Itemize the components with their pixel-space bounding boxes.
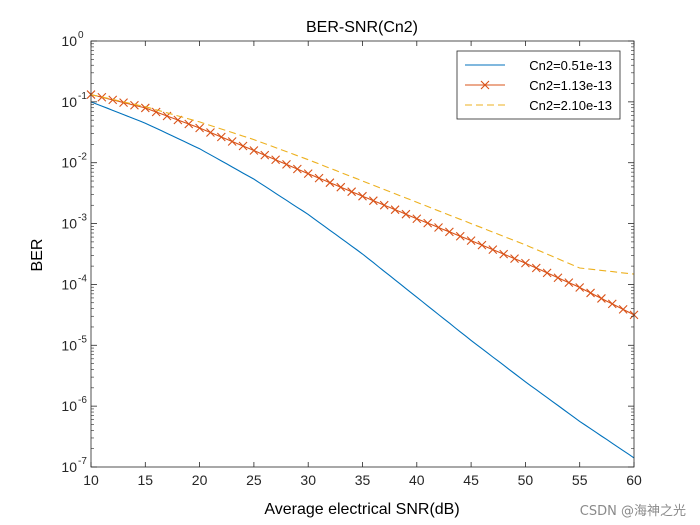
data-point-marker [575, 283, 585, 292]
y-tick-exponent: -7 [78, 456, 87, 467]
data-point-marker [130, 100, 139, 110]
series-line [90, 94, 635, 275]
x-tick-label: 60 [626, 472, 642, 488]
data-point-marker [401, 209, 411, 219]
y-tick-label: 10 [61, 337, 77, 353]
y-tick-label: 10 [61, 276, 77, 292]
data-point-marker [531, 263, 541, 273]
data-point-marker [184, 119, 194, 129]
data-point-marker [249, 146, 259, 155]
x-tick-label: 40 [409, 472, 425, 488]
series-2 [86, 90, 639, 320]
data-point-marker [347, 187, 357, 197]
legend-entry: Cn2=1.13e-13 [529, 78, 612, 93]
data-point-marker [423, 218, 433, 228]
y-tick-exponent: -3 [78, 213, 87, 224]
data-point-marker [173, 115, 183, 125]
data-point-marker [488, 245, 498, 255]
y-axis-label: BER [29, 239, 46, 272]
y-tick-exponent: -6 [78, 395, 87, 406]
legend: Cn2=0.51e-13 Cn2=1.13e-13 Cn2=2.10e-13 [456, 50, 621, 120]
data-point-marker [499, 249, 509, 259]
data-point-marker [282, 160, 291, 169]
data-point-marker [444, 227, 454, 237]
y-tick-label: 10 [61, 216, 77, 232]
x-tick-label: 45 [463, 472, 479, 488]
x-tick-label: 15 [138, 472, 154, 488]
data-point-marker [412, 214, 422, 224]
y-tick-exponent: -4 [78, 273, 87, 284]
y-tick-label: 10 [61, 155, 77, 171]
series-line [90, 101, 635, 459]
data-point-marker [564, 278, 574, 287]
data-point-marker [607, 299, 617, 309]
data-point-marker [542, 268, 552, 278]
data-point-marker [227, 137, 237, 146]
series-layer [86, 90, 639, 459]
data-point-marker [477, 240, 487, 250]
x-tick-label: 35 [355, 472, 371, 488]
y-tick-label: 10 [61, 459, 77, 475]
y-tick-exponent: -1 [78, 91, 87, 102]
data-point-marker [466, 236, 476, 245]
data-point-marker [434, 223, 443, 232]
data-point-marker [271, 155, 281, 165]
legend-marker [480, 80, 490, 90]
watermark: CSDN @海神之光 [579, 504, 686, 519]
x-tick-label: 20 [192, 472, 208, 488]
series-3 [90, 94, 635, 275]
data-point-marker [390, 205, 400, 215]
x-axis-label: Average electrical SNR(dB) [264, 501, 459, 518]
data-point-marker [521, 258, 530, 268]
x-tick-label: 25 [246, 472, 262, 488]
data-point-marker [368, 196, 378, 206]
data-point-marker [325, 178, 335, 188]
data-point-marker [292, 164, 302, 174]
data-point-marker [303, 169, 313, 179]
data-point-marker [119, 98, 128, 107]
y-tick-label: 10 [61, 94, 77, 110]
y-tick-exponent: -5 [78, 334, 87, 345]
data-point-marker [455, 231, 465, 241]
data-point-marker [597, 294, 606, 303]
x-tick-label: 30 [300, 472, 316, 488]
data-point-marker [336, 182, 346, 192]
series-1 [90, 101, 635, 459]
data-point-marker [195, 123, 204, 133]
data-point-marker [206, 128, 215, 137]
x-tick-label: 10 [83, 472, 99, 488]
legend-entry: Cn2=2.10e-13 [529, 98, 612, 113]
y-tick-exponent: 0 [78, 30, 84, 41]
data-point-marker [510, 254, 519, 264]
data-point-marker [314, 173, 324, 183]
data-point-marker [216, 132, 226, 142]
data-point-marker [379, 200, 389, 210]
chart-title: BER-SNR(Cn2) [306, 19, 418, 36]
data-point-marker [238, 141, 248, 151]
data-point-marker [553, 273, 563, 283]
data-point-marker [260, 150, 270, 160]
y-tick-label: 10 [61, 398, 77, 414]
y-tick-exponent: -2 [78, 152, 87, 163]
x-tick-label: 50 [518, 472, 534, 488]
y-tick-label: 10 [61, 33, 77, 49]
legend-entry: Cn2=0.51e-13 [529, 58, 612, 73]
axes-box [90, 40, 635, 468]
data-point-marker [618, 304, 628, 314]
x-tick-label: 55 [572, 472, 588, 488]
data-point-marker [586, 288, 595, 298]
data-point-marker [140, 103, 150, 113]
data-point-marker [151, 107, 161, 117]
data-point-marker [358, 191, 367, 201]
